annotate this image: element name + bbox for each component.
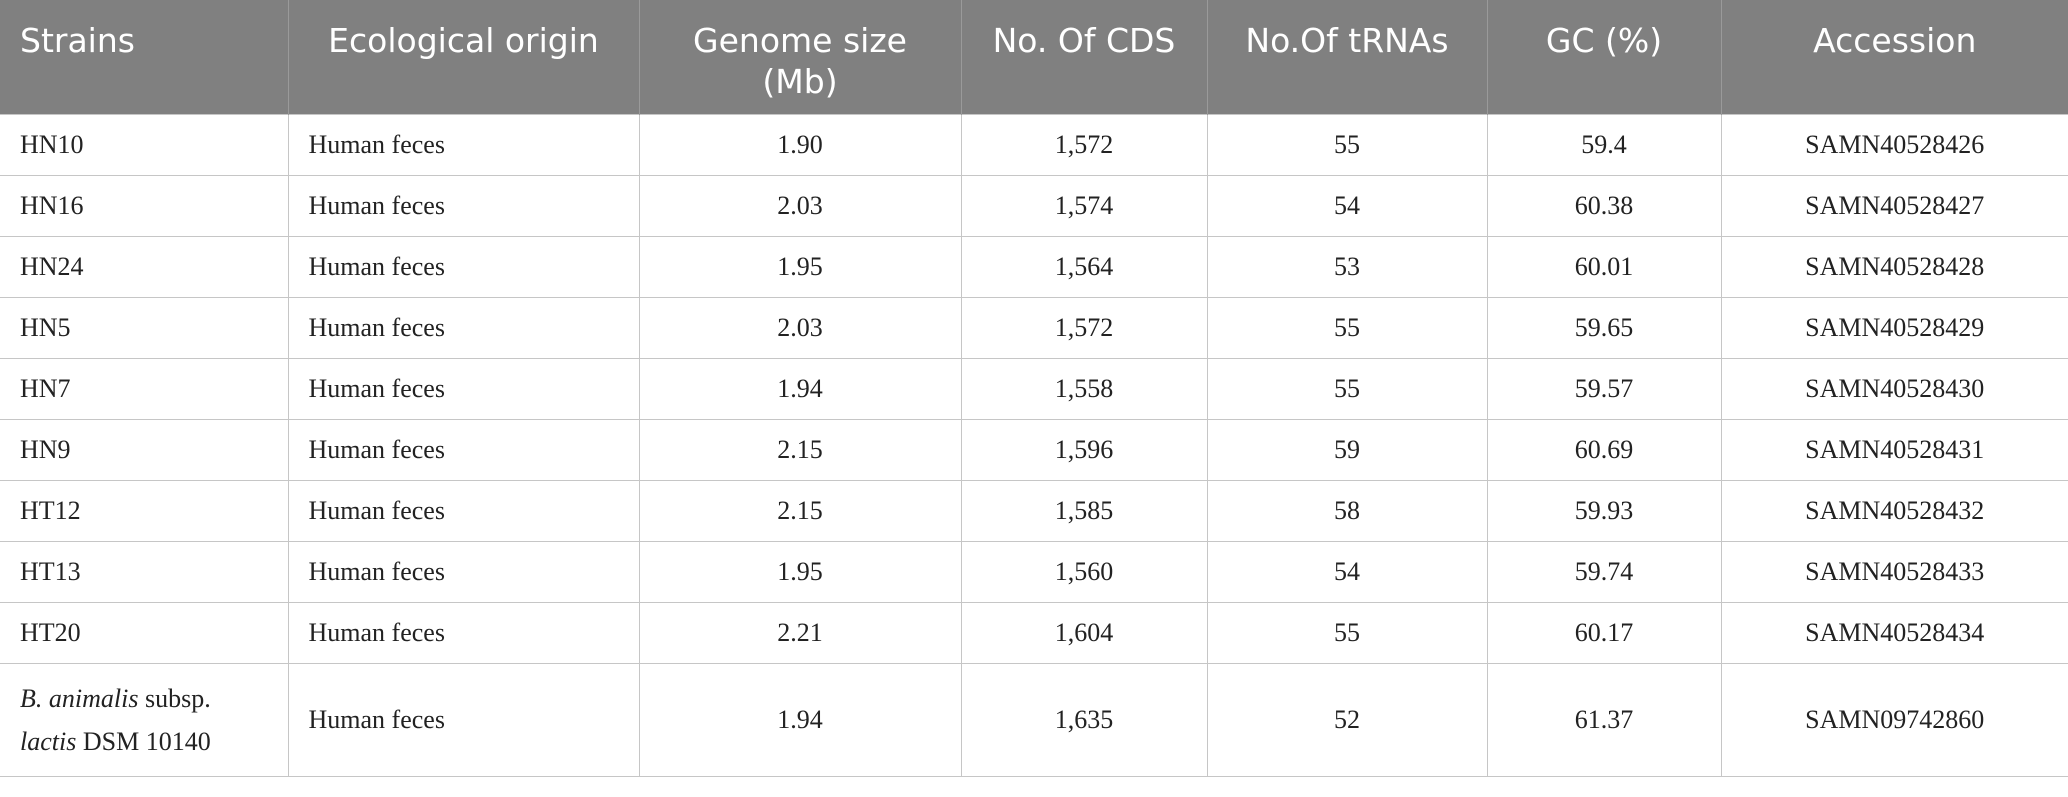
- table-row: HN7 Human feces 1.94 1,558 55 59.57 SAMN…: [0, 357, 2068, 420]
- cell-origin: Human feces: [287, 479, 640, 542]
- subspecies-name: lactis: [20, 726, 77, 756]
- cell-strain: HN5: [0, 296, 289, 359]
- table-row: HN5 Human feces 2.03 1,572 55 59.65 SAMN…: [0, 296, 2068, 359]
- cell-cds: 1,585: [960, 479, 1208, 542]
- cell-strain: HN24: [0, 235, 289, 298]
- cell-genome-size: 2.15: [638, 418, 962, 481]
- table-row: HT12 Human feces 2.15 1,585 58 59.93 SAM…: [0, 479, 2068, 542]
- cell-genome-size: 2.21: [638, 601, 962, 664]
- strain-id: DSM 10140: [76, 726, 211, 756]
- table-row-reference: B. animalis subsp. lactis DSM 10140 Human…: [0, 662, 2068, 777]
- cell-strain: HN16: [0, 174, 289, 237]
- header-trnas: No.Of tRNAs: [1207, 0, 1488, 114]
- cell-gc: 59.74: [1486, 540, 1722, 603]
- cell-accession: SAMN40528427: [1720, 174, 2068, 237]
- cell-gc: 61.37: [1486, 662, 1722, 777]
- cell-gc: 59.57: [1486, 357, 1722, 420]
- header-ecological-origin: Ecological origin: [288, 0, 640, 114]
- cell-trnas: 59: [1206, 418, 1488, 481]
- genome-table: Strains Ecological origin Genome size (M…: [0, 0, 2068, 777]
- cell-trnas: 58: [1206, 479, 1488, 542]
- cell-gc: 60.69: [1486, 418, 1722, 481]
- species-name: B. animalis: [20, 683, 139, 713]
- cell-trnas: 52: [1206, 662, 1488, 777]
- subsp-label: subsp.: [138, 683, 211, 713]
- cell-accession: SAMN40528431: [1720, 418, 2068, 481]
- cell-accession: SAMN40528426: [1720, 113, 2068, 176]
- header-accession: Accession: [1721, 0, 2068, 114]
- cell-strain: HT20: [0, 601, 289, 664]
- cell-trnas: 55: [1206, 601, 1488, 664]
- cell-cds: 1,572: [960, 113, 1208, 176]
- cell-trnas: 55: [1206, 296, 1488, 359]
- cell-strain: HN9: [0, 418, 289, 481]
- header-row: Strains Ecological origin Genome size (M…: [0, 0, 2068, 114]
- header-gc: GC (%): [1487, 0, 1722, 114]
- cell-gc: 59.93: [1486, 479, 1722, 542]
- cell-strain: HT13: [0, 540, 289, 603]
- cell-genome-size: 1.94: [638, 662, 962, 777]
- cell-origin: Human feces: [287, 601, 640, 664]
- cell-cds: 1,635: [960, 662, 1208, 777]
- table-row: HN24 Human feces 1.95 1,564 53 60.01 SAM…: [0, 235, 2068, 298]
- table-body: HN10 Human feces 1.90 1,572 55 59.4 SAMN…: [0, 113, 2068, 777]
- cell-origin: Human feces: [287, 113, 640, 176]
- cell-gc: 59.65: [1486, 296, 1722, 359]
- cell-genome-size: 2.03: [638, 296, 962, 359]
- cell-accession: SAMN40528433: [1720, 540, 2068, 603]
- cell-trnas: 53: [1206, 235, 1488, 298]
- table-header: Strains Ecological origin Genome size (M…: [0, 0, 2068, 114]
- cell-origin: Human feces: [287, 174, 640, 237]
- cell-origin: Human feces: [287, 662, 640, 777]
- cell-strain-reference: B. animalis subsp. lactis DSM 10140: [0, 662, 289, 777]
- cell-strain: HN10: [0, 113, 289, 176]
- cell-origin: Human feces: [287, 540, 640, 603]
- cell-cds: 1,596: [960, 418, 1208, 481]
- cell-genome-size: 1.95: [638, 540, 962, 603]
- cell-cds: 1,564: [960, 235, 1208, 298]
- table-row: HN10 Human feces 1.90 1,572 55 59.4 SAMN…: [0, 113, 2068, 176]
- cell-trnas: 55: [1206, 357, 1488, 420]
- cell-accession: SAMN40528432: [1720, 479, 2068, 542]
- header-genome-size: Genome size (Mb): [639, 0, 962, 114]
- cell-genome-size: 1.90: [638, 113, 962, 176]
- cell-cds: 1,558: [960, 357, 1208, 420]
- cell-origin: Human feces: [287, 235, 640, 298]
- cell-gc: 60.38: [1486, 174, 1722, 237]
- table-row: HT20 Human feces 2.21 1,604 55 60.17 SAM…: [0, 601, 2068, 664]
- cell-strain: HN7: [0, 357, 289, 420]
- cell-trnas: 54: [1206, 174, 1488, 237]
- cell-accession: SAMN09742860: [1720, 662, 2068, 777]
- table-row: HT13 Human feces 1.95 1,560 54 59.74 SAM…: [0, 540, 2068, 603]
- cell-cds: 1,574: [960, 174, 1208, 237]
- cell-gc: 60.01: [1486, 235, 1722, 298]
- cell-cds: 1,604: [960, 601, 1208, 664]
- cell-cds: 1,572: [960, 296, 1208, 359]
- cell-accession: SAMN40528434: [1720, 601, 2068, 664]
- table-row: HN9 Human feces 2.15 1,596 59 60.69 SAMN…: [0, 418, 2068, 481]
- header-strains: Strains: [0, 0, 289, 114]
- table-row: HN16 Human feces 2.03 1,574 54 60.38 SAM…: [0, 174, 2068, 237]
- cell-genome-size: 1.94: [638, 357, 962, 420]
- cell-trnas: 55: [1206, 113, 1488, 176]
- cell-accession: SAMN40528430: [1720, 357, 2068, 420]
- cell-strain: HT12: [0, 479, 289, 542]
- cell-cds: 1,560: [960, 540, 1208, 603]
- cell-accession: SAMN40528429: [1720, 296, 2068, 359]
- cell-genome-size: 2.03: [638, 174, 962, 237]
- cell-gc: 60.17: [1486, 601, 1722, 664]
- cell-genome-size: 2.15: [638, 479, 962, 542]
- cell-accession: SAMN40528428: [1720, 235, 2068, 298]
- header-cds: No. Of CDS: [961, 0, 1208, 114]
- cell-origin: Human feces: [287, 418, 640, 481]
- cell-origin: Human feces: [287, 296, 640, 359]
- cell-gc: 59.4: [1486, 113, 1722, 176]
- cell-trnas: 54: [1206, 540, 1488, 603]
- cell-genome-size: 1.95: [638, 235, 962, 298]
- cell-origin: Human feces: [287, 357, 640, 420]
